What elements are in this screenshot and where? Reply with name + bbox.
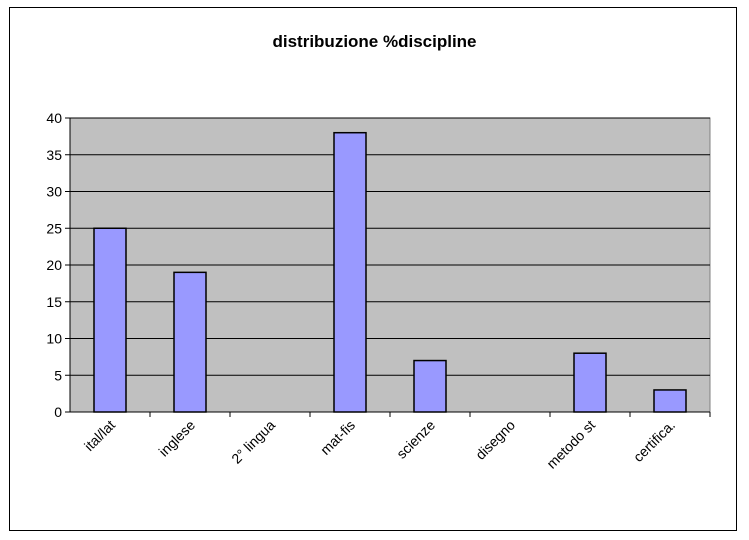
x-tick-label: scienze [393,417,438,462]
bar [413,359,447,413]
bars [93,131,687,413]
bar [653,389,687,413]
y-tick-label: 10 [46,331,62,347]
x-tick-label: certifica. [630,417,678,465]
y-tick-label: 0 [54,404,62,420]
y-tick-label: 5 [54,367,62,383]
x-tick-labels: ital/lat inglese 2° lingua mat-fis scienze di… [81,417,678,472]
x-tick-label: 2° lingua [228,417,278,467]
chart-title: distribuzione %discipline [272,32,477,51]
y-tick-label: 30 [46,184,62,200]
x-tick-label: ital/lat [81,417,118,454]
y-tick-label: 20 [46,257,62,273]
axes [65,117,711,417]
y-tick-label: 40 [46,110,62,126]
y-tick-label: 15 [46,294,62,310]
x-tick-label: inglese [155,417,198,460]
x-tick-label: disegno [472,417,518,463]
bar [173,271,207,413]
bar [93,227,127,413]
bar [333,131,367,413]
x-tick-label: mat-fis [317,417,358,458]
y-tick-label: 35 [46,147,62,163]
y-tick-label: 25 [46,220,62,236]
bar [573,352,607,413]
y-tick-labels: 0 5 10 15 20 25 30 35 40 [46,110,62,420]
x-tick-label: metodo st [543,417,598,472]
